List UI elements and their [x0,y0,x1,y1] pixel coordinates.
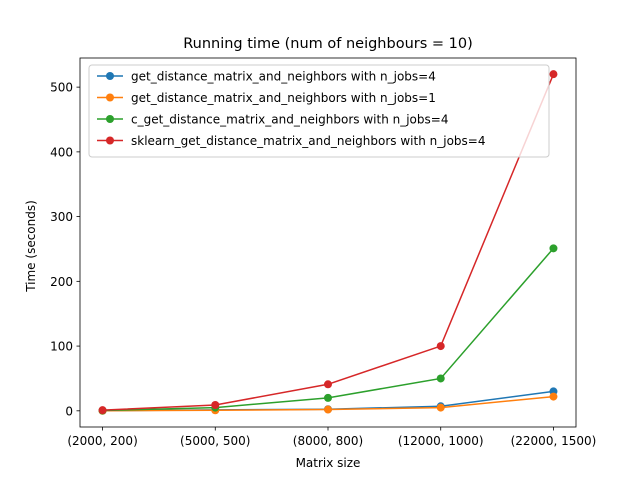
x-axis-label: Matrix size [296,456,361,470]
data-point [549,70,558,79]
data-point [324,380,332,389]
y-tick-label: 500 [50,81,73,95]
data-point [436,342,445,351]
x-tick-label: (2000, 200) [67,434,137,448]
legend-box [88,64,550,158]
data-point [211,400,220,409]
x-tick-label: (22000, 1500) [511,434,597,448]
legend-label: get_distance_matrix_and_neighbors with n… [131,70,436,84]
data-point [98,406,107,415]
x-tick-label: (12000, 1000) [398,434,484,448]
data-point [324,405,332,414]
legend: get_distance_matrix_and_neighbors with n… [88,64,550,158]
x-tick-label: (8000, 800) [293,434,363,448]
data-point [549,392,558,401]
legend-marker [106,93,114,102]
y-tick-label: 400 [50,145,73,159]
y-tick-label: 0 [65,404,73,418]
legend-marker [106,72,114,80]
y-tick-label: 100 [50,340,73,354]
legend-label: sklearn_get_distance_matrix_and_neighbor… [131,134,485,148]
data-point [324,393,332,402]
y-tick-label: 200 [50,275,73,289]
plot-area: (2000, 200) (5000, 500) (8000, 800) (12000,… [50,57,597,448]
legend-label: get_distance_matrix_and_neighbors with n… [131,91,436,105]
y-axis-label: Time (seconds) [24,200,38,293]
data-point [436,374,445,383]
legend-marker [106,115,114,123]
data-point [436,403,445,412]
chart-title: Running time (num of neighbours = 10) [183,36,473,52]
y-tick-label: 300 [50,210,73,224]
legend-label: c_get_distance_matrix_and_neighbors with… [131,113,448,127]
x-tick-label: (5000, 500) [180,434,250,448]
legend-marker [106,136,114,145]
data-point [549,244,558,253]
